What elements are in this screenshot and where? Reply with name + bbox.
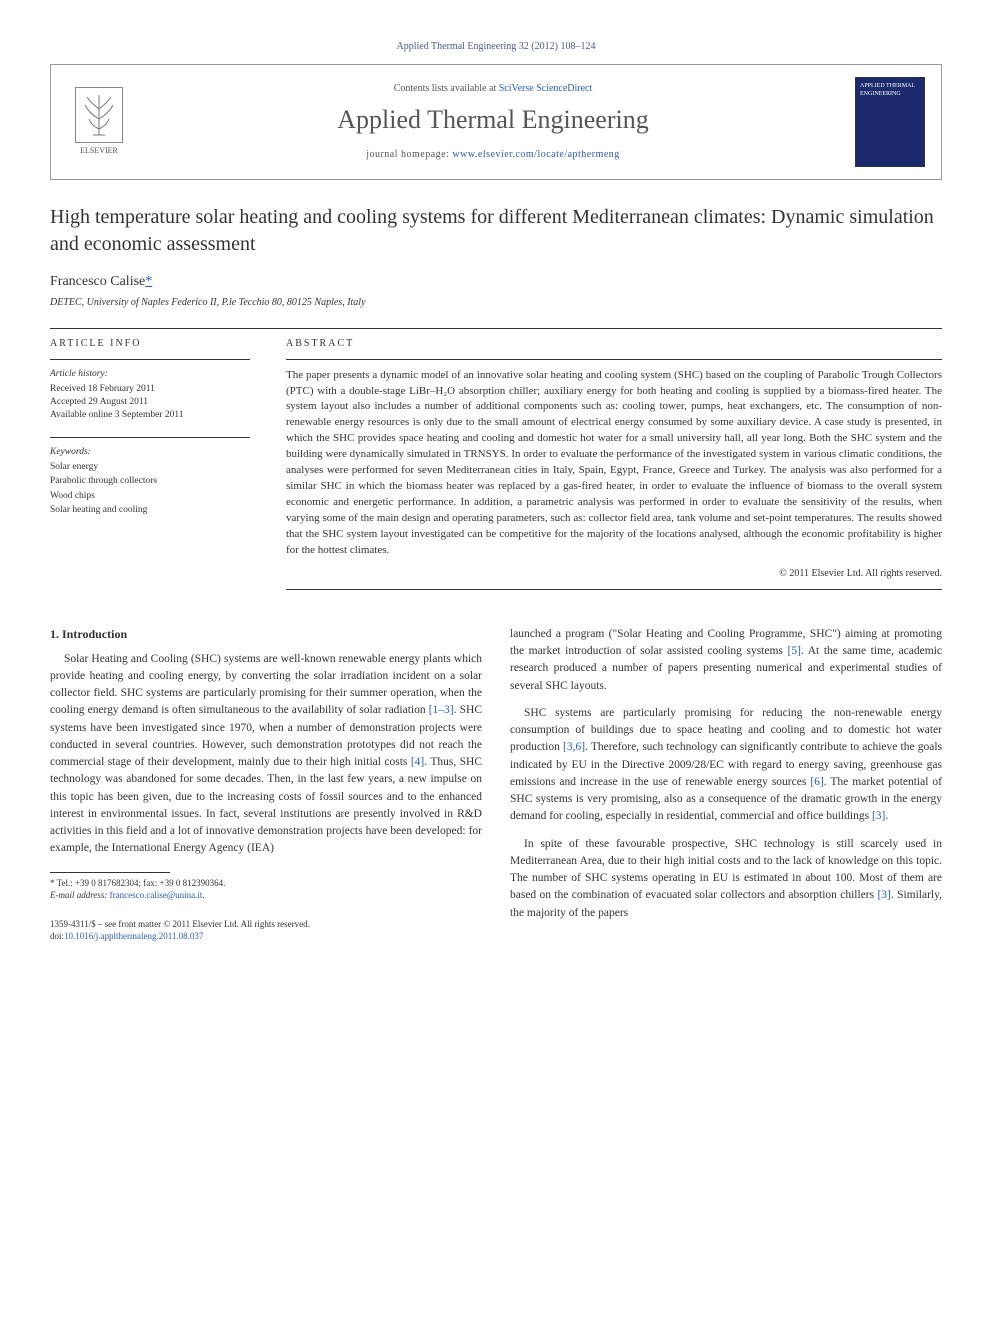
author-affiliation: DETEC, University of Naples Federico II,… (50, 296, 942, 310)
header-center: Contents lists available at SciVerse Sci… (147, 82, 839, 162)
article-history-block: Article history: Received 18 February 20… (50, 368, 250, 423)
paragraph: In spite of these favourable prospective… (510, 836, 942, 922)
sciencedirect-link[interactable]: SciVerse ScienceDirect (499, 83, 593, 94)
citation-link[interactable]: [3,6] (563, 741, 585, 753)
footnote-email-line: E-mail address: francesco.calise@unina.i… (50, 889, 482, 902)
citation-link[interactable]: [4] (411, 756, 424, 768)
corresponding-author-mark[interactable]: * (145, 274, 152, 289)
abstract-label: ABSTRACT (286, 337, 942, 351)
abstract-copyright: © 2011 Elsevier Ltd. All rights reserved… (286, 567, 942, 581)
paragraph: Solar Heating and Cooling (SHC) systems … (50, 651, 482, 858)
divider (50, 328, 942, 329)
keywords-title: Keywords: (50, 446, 250, 459)
accepted-date: Accepted 29 August 2011 (50, 396, 250, 409)
keywords-list: Solar energy Parabolic through collector… (50, 461, 250, 517)
text-run: Solar Heating and Cooling (SHC) systems … (50, 653, 482, 717)
citation-link[interactable]: [6] (810, 776, 823, 788)
journal-name: Applied Thermal Engineering (147, 102, 839, 138)
body-column-right: launched a program ("Solar Heating and C… (510, 626, 942, 943)
cover-text: APPLIED THERMAL ENGINEERING (860, 82, 920, 99)
contents-line: Contents lists available at SciVerse Sci… (147, 82, 839, 96)
doi-line: doi:10.1016/j.applthermaleng.2011.08.037 (50, 930, 482, 943)
citation-link[interactable]: [3] (872, 810, 885, 822)
keyword-item: Solar energy (50, 461, 250, 474)
contents-prefix: Contents lists available at (394, 83, 499, 94)
keyword-item: Solar heating and cooling (50, 504, 250, 517)
body-column-left: 1. Introduction Solar Heating and Coolin… (50, 626, 482, 943)
homepage-link[interactable]: www.elsevier.com/locate/apthermeng (452, 149, 619, 160)
publisher-logo: ELSEVIER (67, 82, 131, 162)
article-title: High temperature solar heating and cooli… (50, 204, 942, 258)
meta-section: ARTICLE INFO Article history: Received 1… (50, 337, 942, 598)
citation-link[interactable]: [3] (877, 889, 890, 901)
keywords-block: Keywords: Solar energy Parabolic through… (50, 446, 250, 517)
citation-link[interactable]: [5] (788, 645, 801, 657)
homepage-prefix: journal homepage: (366, 149, 452, 160)
text-run: . Thus, SHC technology was abandoned for… (50, 756, 482, 854)
author-text: Francesco Calise (50, 274, 145, 289)
footnote-contact: * Tel.: +39 0 817682304; fax: +39 0 8123… (50, 877, 482, 890)
divider (286, 589, 942, 590)
publisher-label: ELSEVIER (80, 145, 118, 156)
journal-cover-thumbnail: APPLIED THERMAL ENGINEERING (855, 77, 925, 167)
journal-header-box: ELSEVIER Contents lists available at Sci… (50, 64, 942, 180)
email-suffix: . (202, 890, 204, 900)
divider (50, 359, 250, 360)
divider (286, 359, 942, 360)
history-title: Article history: (50, 368, 250, 381)
elsevier-tree-icon (75, 87, 123, 143)
doi-prefix: doi: (50, 931, 64, 941)
abstract-text: The paper presents a dynamic model of an… (286, 368, 942, 559)
email-label: E-mail address: (50, 890, 110, 900)
article-info-column: ARTICLE INFO Article history: Received 1… (50, 337, 250, 598)
citation-line: Applied Thermal Engineering 32 (2012) 10… (50, 40, 942, 54)
footnote-block: * Tel.: +39 0 817682304; fax: +39 0 8123… (50, 877, 482, 902)
footer-block: 1359-4311/$ – see front matter © 2011 El… (50, 918, 482, 943)
text-run: . (885, 810, 888, 822)
keyword-item: Parabolic through collectors (50, 475, 250, 488)
author-name: Francesco Calise* (50, 272, 942, 292)
online-date: Available online 3 September 2011 (50, 409, 250, 422)
received-date: Received 18 February 2011 (50, 383, 250, 396)
issn-line: 1359-4311/$ – see front matter © 2011 El… (50, 918, 482, 931)
paragraph: launched a program ("Solar Heating and C… (510, 626, 942, 695)
footnote-separator (50, 872, 170, 873)
citation-link[interactable]: [1–3] (429, 704, 454, 716)
abstract-column: ABSTRACT The paper presents a dynamic mo… (286, 337, 942, 598)
article-info-label: ARTICLE INFO (50, 337, 250, 351)
section-heading: 1. Introduction (50, 626, 482, 643)
homepage-line: journal homepage: www.elsevier.com/locat… (147, 148, 839, 162)
email-link[interactable]: francesco.calise@unina.it (110, 890, 203, 900)
divider (50, 437, 250, 438)
keyword-item: Wood chips (50, 490, 250, 503)
doi-link[interactable]: 10.1016/j.applthermaleng.2011.08.037 (64, 931, 203, 941)
body-text: 1. Introduction Solar Heating and Coolin… (50, 626, 942, 943)
paragraph: SHC systems are particularly promising f… (510, 705, 942, 826)
